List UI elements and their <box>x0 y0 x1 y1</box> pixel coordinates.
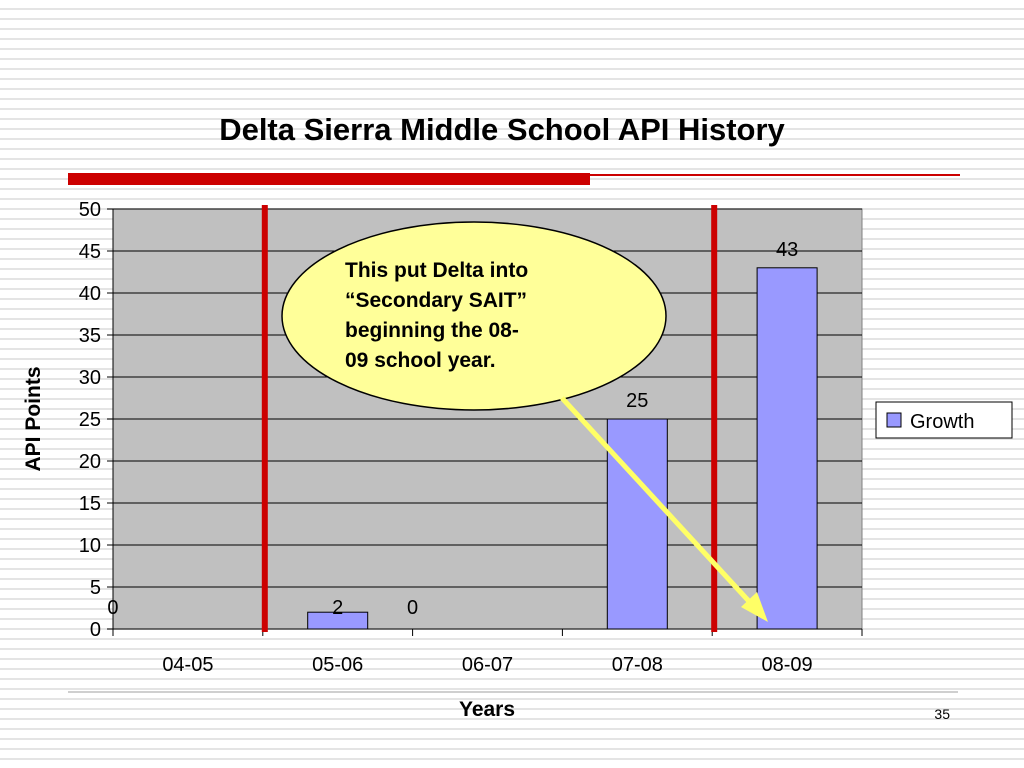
y-tick-label: 5 <box>90 577 101 599</box>
bar <box>606 418 668 630</box>
callout-text: This put Delta into “Secondary SAIT” beg… <box>345 259 529 372</box>
y-tick-label: 30 <box>79 367 101 389</box>
x-tick-label: 07-08 <box>612 654 663 676</box>
callout-ellipse <box>281 221 667 411</box>
y-tick-label: 20 <box>79 451 101 473</box>
x-tick-label: 05-06 <box>312 654 363 676</box>
title-underline-thin <box>590 174 960 176</box>
x-axis-ticks: 04-05 05-06 06-07 07-08 08-09 <box>112 629 863 676</box>
y-tick-label: 25 <box>79 409 101 431</box>
data-label: 25 <box>626 390 648 412</box>
x-axis-title: Years <box>459 698 515 721</box>
title-underline-thick <box>68 173 590 185</box>
y-axis-ticks: 0 5 10 15 20 25 30 35 40 45 50 <box>79 199 113 641</box>
legend-swatch <box>886 412 902 428</box>
callout-bubble <box>281 221 667 411</box>
page-number: 35 <box>934 706 950 722</box>
data-label: 2 <box>332 597 343 619</box>
y-tick-label: 50 <box>79 199 101 221</box>
x-tick-label: 08-09 <box>762 654 813 676</box>
x-tick-label: 04-05 <box>162 654 213 676</box>
data-label: 0 <box>107 597 118 619</box>
y-tick-label: 35 <box>79 325 101 347</box>
legend-label: Growth <box>910 411 974 433</box>
y-tick-label: 45 <box>79 241 101 263</box>
y-tick-label: 10 <box>79 535 101 557</box>
callout-arrowhead <box>741 592 768 622</box>
y-tick-label: 0 <box>90 619 101 641</box>
callout-arrow <box>560 396 768 622</box>
legend: Growth <box>875 401 1013 439</box>
bars <box>307 267 818 630</box>
x-tick-label: 06-07 <box>462 654 513 676</box>
data-label: 43 <box>776 239 798 261</box>
bar <box>756 267 818 630</box>
y-axis-title: API Points <box>22 366 45 471</box>
data-label: 0 <box>407 597 418 619</box>
slide-title: Delta Sierra Middle School API History <box>219 112 785 147</box>
y-tick-label: 15 <box>79 493 101 515</box>
y-tick-label: 40 <box>79 283 101 305</box>
footer-rule <box>68 691 958 693</box>
data-labels: 0 2 0 25 43 <box>107 239 798 619</box>
callout-arrow-line <box>560 396 759 612</box>
